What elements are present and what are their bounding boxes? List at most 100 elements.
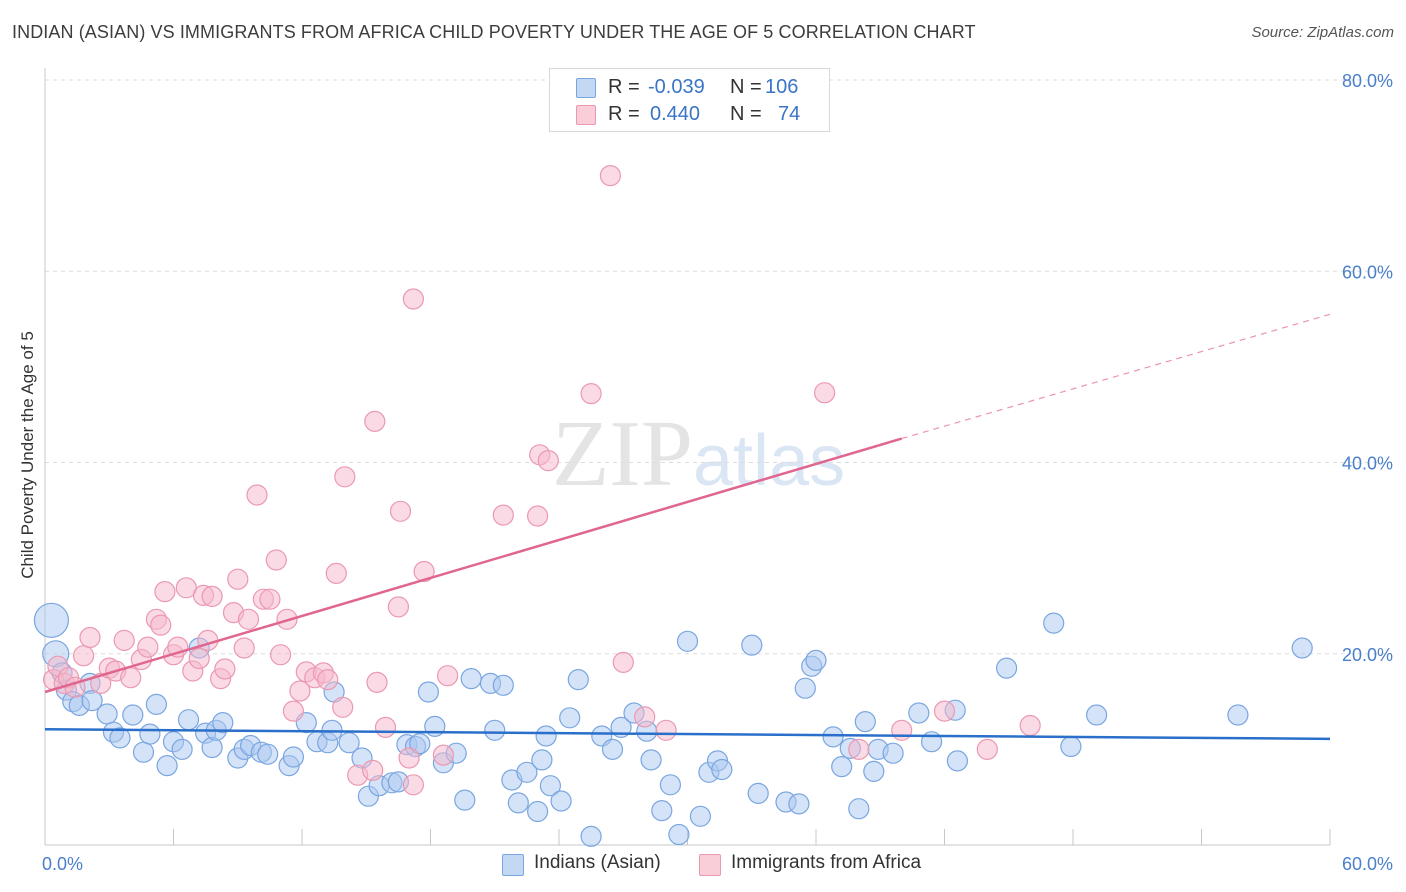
point-africa [387, 596, 409, 618]
point-africa [612, 651, 634, 674]
point-indians [805, 649, 827, 672]
legend-n-value: 106 [765, 76, 799, 98]
point-indians [1291, 637, 1313, 659]
point-africa [120, 667, 142, 689]
gridlines [45, 79, 1392, 655]
point-africa [72, 645, 95, 667]
point-africa [389, 500, 412, 522]
x-tick-label: 60.0% [1342, 854, 1393, 874]
point-indians [676, 630, 699, 652]
chart-title: INDIAN (ASIAN) VS IMMIGRANTS FROM AFRICA… [12, 22, 976, 42]
point-africa [432, 744, 454, 766]
tick-labels: 20.0% 40.0% 60.0% 80.0% 0.0% 60.0% [42, 71, 1393, 874]
point-indians [854, 710, 876, 733]
point-indians [139, 723, 161, 745]
point-indians [1043, 612, 1065, 634]
legend-r-value: 0.440 [650, 103, 701, 125]
point-africa [402, 288, 424, 310]
point-indians [409, 732, 431, 755]
point-africa [282, 700, 304, 722]
watermark-suffix: atlas [693, 421, 846, 501]
legend-n-label: N = [730, 103, 762, 125]
point-indians [539, 775, 562, 797]
point-africa [537, 450, 559, 472]
y-tick-label: 40.0% [1342, 454, 1393, 474]
point-africa [891, 719, 913, 741]
point-indians [659, 774, 682, 796]
point-indians [145, 693, 167, 716]
legend-n-label: N = [730, 76, 762, 98]
point-indians [741, 634, 763, 656]
legend-swatch-indians [576, 78, 596, 98]
point-africa [398, 747, 420, 769]
point-indians [507, 792, 529, 814]
point-indians [460, 667, 482, 690]
point-indians [550, 790, 572, 812]
axes [44, 68, 1331, 846]
point-indians [689, 805, 712, 827]
point-africa [113, 629, 135, 652]
watermark: ZIPatlas [552, 400, 845, 508]
point-indians [282, 746, 304, 768]
y-tick-label: 80.0% [1342, 71, 1393, 91]
point-africa [233, 637, 255, 659]
watermark-main: ZIP [552, 402, 693, 506]
data-points [33, 165, 1313, 848]
point-indians [531, 749, 553, 771]
legend-swatch-africa [576, 105, 596, 125]
point-indians [831, 755, 853, 778]
point-indians [668, 823, 690, 846]
point-indians [882, 742, 904, 764]
y-axis-label: Child Poverty Under the Age of 5 [18, 331, 37, 579]
point-indians [1227, 704, 1249, 726]
point-indians [535, 725, 557, 747]
point-africa [317, 668, 339, 691]
point-africa [334, 466, 356, 488]
point-africa [259, 588, 281, 610]
point-africa [492, 504, 514, 526]
point-indians [580, 825, 602, 848]
point-africa [197, 629, 219, 652]
point-africa [1019, 714, 1041, 737]
point-indians [1085, 704, 1108, 726]
point-africa [237, 608, 260, 630]
point-africa [201, 585, 223, 608]
point-africa [402, 774, 424, 796]
legend-label-africa: Immigrants from Africa [731, 852, 922, 873]
point-indians [946, 750, 969, 772]
point-indians [156, 754, 178, 777]
point-indians [794, 677, 816, 699]
series-legend: Indians (Asian) Immigrants from Africa [0, 852, 1406, 878]
trend-line-indians [44, 728, 1331, 741]
point-indians [526, 800, 549, 823]
point-indians [454, 789, 476, 811]
point-indians [863, 760, 885, 783]
point-africa [366, 671, 388, 694]
point-indians [995, 657, 1018, 679]
point-indians [1060, 735, 1082, 758]
point-indians [122, 704, 144, 726]
correlation-legend: R = -0.039 N = 106 R = 0.440 N = 74 [549, 68, 830, 132]
point-africa [227, 568, 249, 590]
point-indians [711, 758, 733, 781]
point-indians [257, 743, 279, 765]
trend-line-africa-extension [901, 313, 1331, 440]
legend-r-value: -0.039 [648, 76, 705, 98]
point-africa [137, 636, 159, 658]
x-tick-label: 0.0% [42, 854, 83, 874]
point-africa [364, 410, 386, 432]
point-indians [567, 668, 589, 691]
point-indians [212, 711, 234, 734]
legend-label-indians: Indians (Asian) [534, 852, 661, 873]
point-africa [813, 382, 836, 404]
point-indians [33, 602, 70, 638]
point-indians [171, 738, 193, 761]
y-tick-label: 60.0% [1342, 262, 1393, 282]
legend-row-africa: R = 0.440 N = 74 [550, 101, 829, 128]
point-indians [132, 741, 155, 763]
point-indians [788, 793, 810, 815]
legend-r-label: R = [608, 103, 640, 125]
point-africa [413, 560, 435, 583]
point-africa [79, 626, 101, 649]
point-africa [655, 719, 677, 741]
